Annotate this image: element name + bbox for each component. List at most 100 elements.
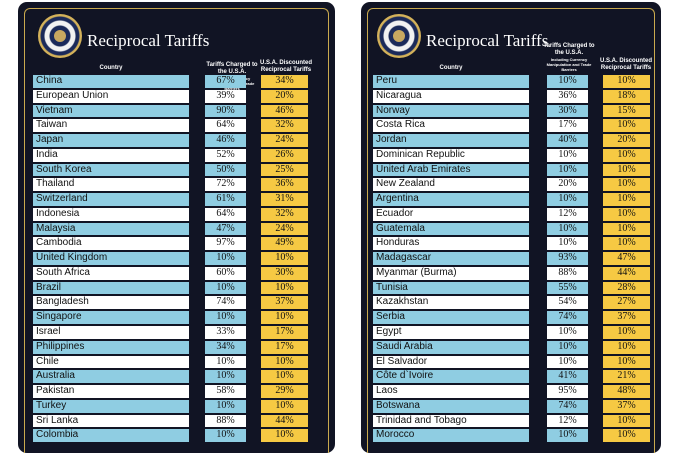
tariff-charged-cell: 97% — [205, 237, 246, 251]
tariff-charged-cell: 64% — [205, 119, 246, 133]
discounted-tariff-cell: 15% — [603, 104, 650, 118]
discounted-tariff-cell: 10% — [261, 399, 308, 413]
country-cell: Japan — [33, 134, 189, 147]
country-cell: Singapore — [33, 311, 189, 325]
tariff-charged-cell: 72% — [205, 178, 246, 192]
discounted-tariff-cell: 10% — [603, 163, 650, 177]
tariff-charged-cell: 10% — [205, 399, 246, 413]
discounted-tariff-cell: 47% — [603, 252, 650, 265]
country-cell: Jordan — [373, 134, 529, 147]
tariff-charged-cell: 74% — [205, 296, 246, 310]
country-cell: South Korea — [33, 163, 189, 177]
tariff-charged-cell: 10% — [205, 355, 246, 369]
tariff-panel-left: Reciprocal Tariffs Country Tariffs Charg… — [18, 2, 335, 453]
header-country: Country — [99, 65, 123, 71]
country-cell: Madagascar — [373, 252, 529, 265]
country-cell: Ecuador — [373, 207, 529, 221]
discounted-tariff-cell: 26% — [261, 148, 308, 162]
country-cell: Bangladesh — [33, 296, 189, 310]
discounted-tariff-cell: 10% — [603, 326, 650, 339]
tariff-charged-cell: 10% — [205, 429, 246, 443]
panel-title: Reciprocal Tariffs — [426, 31, 549, 50]
discounted-tariff-cell: 17% — [261, 326, 308, 339]
discounted-tariff-cell: 37% — [603, 311, 650, 325]
tariff-charged-cell: 10% — [547, 193, 588, 206]
country-cell: Switzerland — [33, 193, 189, 206]
discounted-tariff-cell: 10% — [603, 119, 650, 133]
discounted-tariff-cell: 10% — [603, 355, 650, 369]
tariff-charged-cell: 10% — [205, 252, 246, 265]
country-cell: Philippines — [33, 340, 189, 354]
tariff-charged-cell: 10% — [547, 326, 588, 339]
discounted-tariff-cell: 10% — [603, 178, 650, 192]
tariff-charged-cell: 12% — [547, 207, 588, 221]
discounted-tariff-cell: 10% — [603, 340, 650, 354]
country-cell: Trinidad and Tobago — [373, 414, 529, 428]
tariff-charged-cell: 39% — [205, 89, 246, 103]
discounted-tariff-cell: 44% — [603, 266, 650, 280]
header-tariffs-charged: Tariffs Charged to the U.S.A. Including … — [539, 43, 599, 72]
tariff-charged-cell: 46% — [205, 134, 246, 147]
discounted-tariff-cell: 44% — [261, 414, 308, 428]
discounted-tariff-cell: 10% — [603, 75, 650, 88]
discounted-tariff-cell: 31% — [261, 193, 308, 206]
discounted-tariff-cell: 10% — [603, 429, 650, 443]
discounted-tariff-cell: 10% — [603, 222, 650, 236]
country-cell: Cambodia — [33, 237, 189, 251]
tariff-charged-cell: 10% — [547, 237, 588, 251]
discounted-tariff-cell: 18% — [603, 89, 650, 103]
country-cell: Dominican Republic — [373, 148, 529, 162]
tariff-charged-cell: 47% — [205, 222, 246, 236]
tariff-charged-cell: 90% — [205, 104, 246, 118]
country-cell: United Kingdom — [33, 252, 189, 265]
country-cell: Brazil — [33, 281, 189, 295]
discounted-tariff-cell: 49% — [261, 237, 308, 251]
tariff-charged-cell: 40% — [547, 134, 588, 147]
country-cell: Egypt — [373, 326, 529, 339]
tariff-charged-cell: 67% — [205, 75, 246, 88]
tariff-charged-cell: 41% — [547, 370, 588, 384]
country-cell: European Union — [33, 89, 189, 103]
discounted-tariff-cell: 28% — [603, 281, 650, 295]
tariff-charged-cell: 88% — [547, 266, 588, 280]
country-cell: Guatemala — [373, 222, 529, 236]
discounted-tariff-cell: 10% — [261, 281, 308, 295]
discounted-tariff-cell: 10% — [261, 355, 308, 369]
country-cell: El Salvador — [373, 355, 529, 369]
country-cell: United Arab Emirates — [373, 163, 529, 177]
discounted-tariff-cell: 10% — [261, 429, 308, 443]
tariff-charged-cell: 52% — [205, 148, 246, 162]
discounted-tariff-cell: 27% — [603, 296, 650, 310]
tariff-charged-cell: 95% — [547, 385, 588, 398]
tariff-charged-cell: 93% — [547, 252, 588, 265]
country-cell: China — [33, 75, 189, 88]
country-cell: Costa Rica — [373, 119, 529, 133]
tariff-charged-cell: 54% — [547, 296, 588, 310]
header-discounted-tariffs: U.S.A. Discounted Reciprocal Tariffs — [259, 60, 312, 73]
presidential-seal-icon — [377, 14, 421, 58]
tariff-charged-cell: 55% — [547, 281, 588, 295]
country-cell: Argentina — [373, 193, 529, 206]
discounted-tariff-cell: 17% — [261, 340, 308, 354]
tariff-charged-cell: 10% — [547, 163, 588, 177]
tariff-charged-cell: 50% — [205, 163, 246, 177]
country-cell: Sri Lanka — [33, 414, 189, 428]
country-cell: Vietnam — [33, 104, 189, 118]
tariff-charged-cell: 60% — [205, 266, 246, 280]
tariff-charged-cell: 10% — [547, 429, 588, 443]
discounted-tariff-cell: 10% — [603, 237, 650, 251]
tariff-charged-cell: 58% — [205, 385, 246, 398]
tariff-charged-cell: 10% — [205, 370, 246, 384]
discounted-tariff-cell: 24% — [261, 134, 308, 147]
discounted-tariff-cell: 37% — [603, 399, 650, 413]
tariff-charged-cell: 10% — [205, 281, 246, 295]
country-cell: Israel — [33, 326, 189, 339]
tariff-charged-cell: 30% — [547, 104, 588, 118]
tariff-charged-cell: 88% — [205, 414, 246, 428]
country-cell: Tunisia — [373, 281, 529, 295]
country-cell: Peru — [373, 75, 529, 88]
tariff-charged-cell: 36% — [547, 89, 588, 103]
country-cell: Indonesia — [33, 207, 189, 221]
country-cell: Saudi Arabia — [373, 340, 529, 354]
tariff-charged-cell: 10% — [205, 311, 246, 325]
